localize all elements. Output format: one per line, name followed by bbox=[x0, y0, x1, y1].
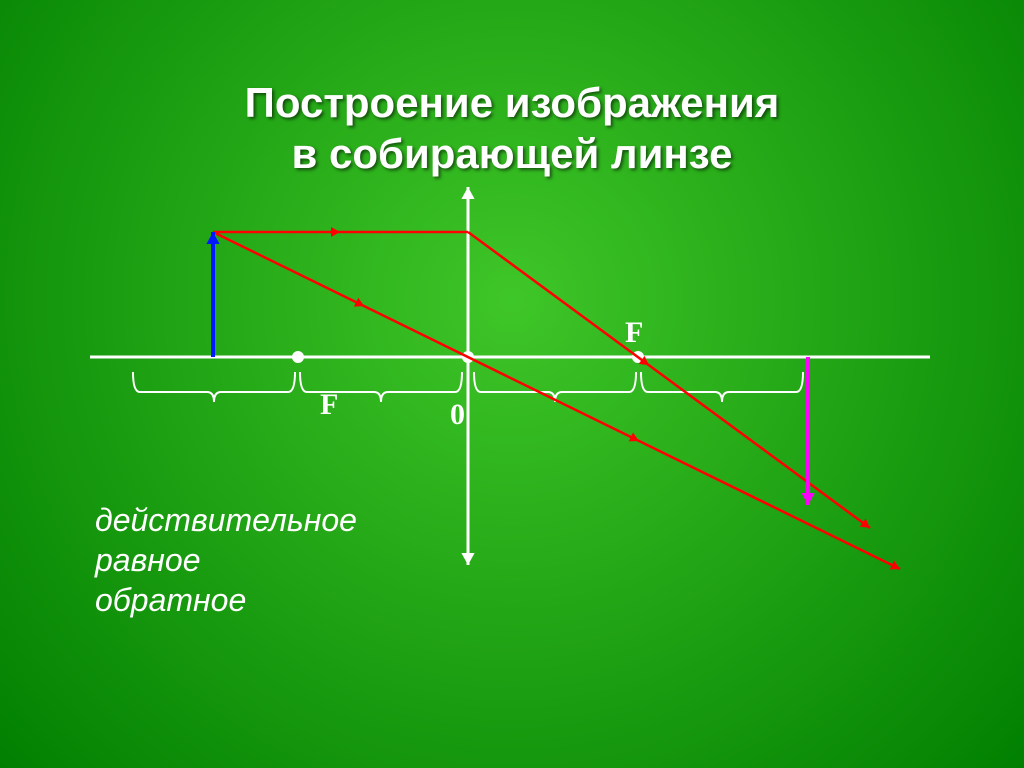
focus-right-label: F bbox=[625, 316, 643, 350]
origin-label: 0 bbox=[450, 398, 465, 432]
focus-left-label: F bbox=[320, 388, 338, 422]
page-title: Построение изображения в собирающей линз… bbox=[0, 78, 1024, 179]
image-properties-caption: действительное равное обратное bbox=[95, 500, 357, 620]
